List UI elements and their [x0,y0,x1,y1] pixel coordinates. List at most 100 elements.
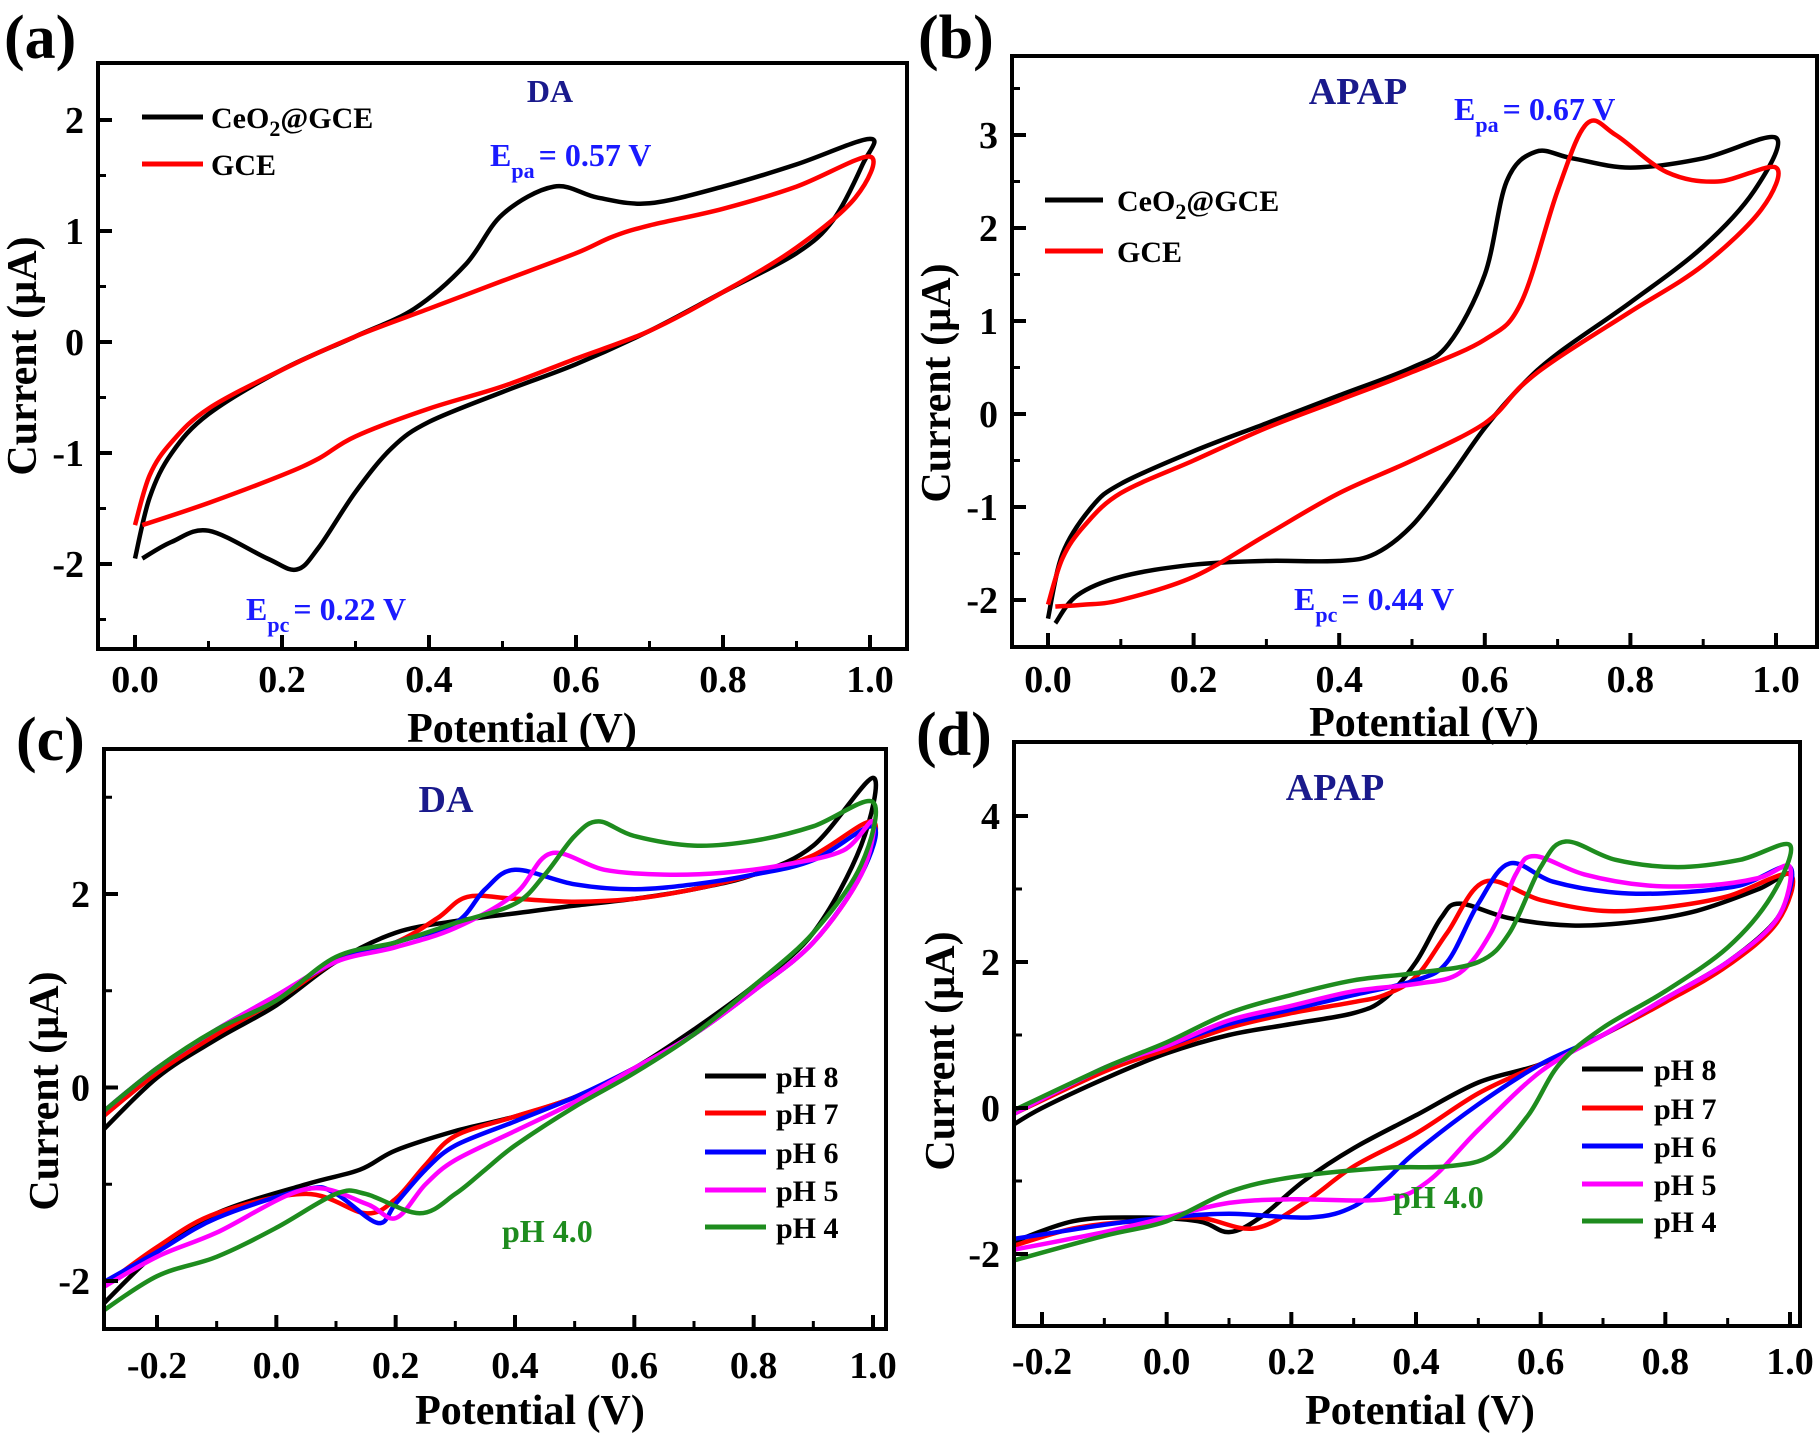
x-tick-label: 1.0 [846,659,894,701]
y-tick-label: 2 [71,874,90,916]
series-line-ph-5 [1014,853,1794,1252]
legend: CeO2@GCE GCE [1045,185,1279,269]
legend-label: pH 6 [776,1137,839,1170]
legend-item: pH 4 [1582,1206,1717,1239]
y-tick-label: 4 [981,796,1000,838]
plot-frame [1010,54,1819,649]
annotation-epc-b: Epc = 0.44 V [1294,581,1454,627]
panel-b: 0.0 0.2 0.4 0.6 0.8 1.0 -2 -1 0 1 2 3 Potential (V) C… [914,54,1819,746]
y-tick-label: -2 [968,1234,1000,1276]
x-tick-label: -0.2 [1012,1341,1072,1383]
x-axis-title: Potential (V) [1305,1388,1535,1434]
y-tick-label: 2 [65,100,84,142]
legend-item: pH 8 [1582,1054,1717,1087]
legend-item: pH 5 [705,1175,839,1208]
legend-item: pH 7 [1582,1093,1717,1126]
x-tick-label: 0.2 [1170,659,1218,701]
x-tick-label: 0.6 [611,1345,659,1387]
x-tick-label: 0.8 [1642,1341,1690,1383]
panel-label-d: (d) [916,701,992,769]
x-tick-label: 1.0 [849,1345,897,1387]
y-tick-label: -2 [52,544,84,586]
y-tick-label: -1 [966,487,998,529]
legend-label: pH 8 [1654,1054,1717,1087]
x-axis-title: Potential (V) [407,706,637,752]
panel-a: 0.0 0.2 0.4 0.6 0.8 1.0 -2 -1 0 1 2 Potential (V) Cu… [0,61,909,752]
x-tick-label: 0.8 [699,659,747,701]
x-tick-label: 0.8 [1607,659,1655,701]
legend-label: pH 5 [776,1175,839,1208]
series-line-gce [132,154,876,528]
legend-item: pH 7 [705,1098,839,1131]
panel-label-a: (a) [4,4,76,72]
series-group [132,136,877,573]
x-tick-label: 0.4 [1315,659,1363,701]
plot-title-d: APAP [1286,767,1385,809]
x-tick-label: 1.0 [1766,1341,1814,1383]
x-tick-label: 0.2 [258,659,306,701]
panel-label-c: (c) [16,706,85,774]
legend-label: pH 4 [1654,1206,1717,1239]
legend-item: CeO2@GCE [142,102,373,141]
legend-label: pH 6 [1654,1131,1717,1164]
y-tick-label: 0 [979,394,998,436]
series-line-ceo2-gce [1045,134,1781,625]
x-tick-label: 0.0 [253,1345,301,1387]
x-tick-label: 0.4 [491,1345,539,1387]
plot-title-b: APAP [1309,71,1408,113]
annotation-epc-a: Epc = 0.22 V [246,591,406,637]
panel-d: -0.2 0.0 0.2 0.4 0.6 0.8 1.0 -2 0 2 4 Potential (V)… [918,740,1814,1434]
series-line-ph-5 [104,818,877,1290]
y-tick-label: 1 [65,211,84,253]
panel-c: -0.2 0.0 0.2 0.4 0.6 0.8 1.0 -2 0 2 Potential (V) C… [22,747,897,1434]
y-axis-title: Current (µA) [0,236,46,475]
legend-label: GCE [211,149,276,182]
legend-item: pH 6 [705,1137,839,1170]
y-tick-label: 3 [979,115,998,157]
annotation-ph4-c: pH 4.0 [502,1213,593,1249]
y-axis-title: Current (µA) [22,971,68,1210]
series-line-ceo2-gce [132,136,877,573]
y-tick-label: 2 [979,208,998,250]
series-group [104,775,879,1314]
plot-title-a: DA [527,73,573,109]
x-tick-label: 0.2 [1268,1341,1316,1383]
x-tick-label: 0.0 [111,659,159,701]
legend-item: GCE [142,149,276,182]
legend-item: CeO2@GCE [1045,185,1279,224]
x-tick-label: 0.0 [1024,659,1072,701]
series-line-gce [1045,118,1781,609]
x-tick-label: 0.6 [1517,1341,1565,1383]
legend-item: pH 6 [1582,1131,1717,1164]
series-group [1045,118,1781,625]
annotation-epa-a: Epa = 0.57 V [490,137,651,183]
plot-title-c: DA [419,779,474,821]
y-tick-label: 0 [981,1088,1000,1130]
legend-label: pH 7 [776,1098,839,1131]
x-tick-label: -0.2 [127,1345,187,1387]
legend-item: pH 8 [705,1061,839,1094]
x-tick-label: 0.4 [405,659,453,701]
legend: CeO2@GCE GCE [142,102,373,182]
y-tick-label: -2 [58,1261,90,1303]
y-tick-label: 2 [981,942,1000,984]
legend-item: pH 5 [1582,1169,1717,1202]
x-tick-label: 0.4 [1392,1341,1440,1383]
series-line-ph-4 [1014,839,1794,1263]
series-line-ph-8 [104,775,879,1307]
annotation-ph4-d: pH 4.0 [1393,1179,1484,1215]
annotation-epa-b: Epa = 0.67 V [1454,91,1615,137]
y-axis-title: Current (µA) [918,931,964,1170]
y-tick-label: 1 [979,301,998,343]
x-tick-label: 0.8 [730,1345,778,1387]
y-tick-label: 0 [65,322,84,364]
x-axis-title: Potential (V) [1309,700,1539,746]
x-tick-label: 0.0 [1143,1341,1191,1383]
legend-label: CeO2@GCE [1117,185,1279,224]
x-tick-label: 0.6 [552,659,600,701]
legend-label: pH 5 [1654,1169,1717,1202]
y-tick-label: -2 [966,580,998,622]
plot-frame [102,747,888,1331]
series-group [1014,839,1796,1263]
